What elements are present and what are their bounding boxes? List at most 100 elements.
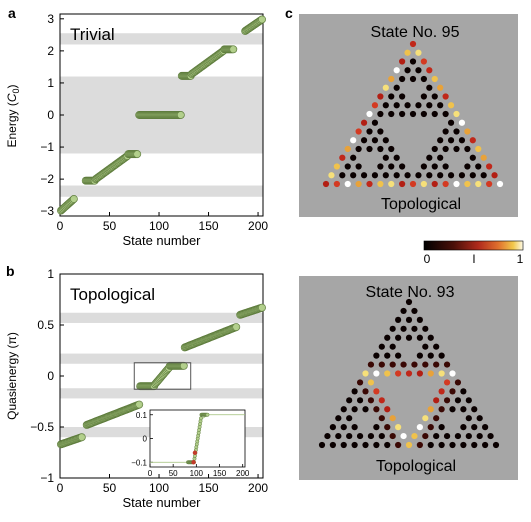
- lattice-site: [322, 180, 330, 188]
- lattice-site: [340, 424, 347, 431]
- lattice-site: [422, 361, 429, 368]
- lattice-site: [324, 432, 331, 440]
- colorbar-mid-label: l: [473, 252, 476, 266]
- y-tick-label: 0.5: [37, 318, 54, 332]
- inset-y-tick-label: 0: [143, 435, 148, 444]
- lattice-site: [431, 145, 438, 153]
- inset-chart: 0 50 100 150 200−0.100.1: [131, 409, 250, 478]
- lattice-site: [409, 58, 417, 65]
- lattice-site: [469, 154, 476, 161]
- lattice-site: [427, 334, 434, 341]
- lattice-top-label: Topological: [381, 196, 461, 213]
- lattice-site: [318, 441, 326, 449]
- lattice-site: [356, 397, 364, 404]
- lattice-site: [433, 361, 440, 368]
- inset-x-tick-label: 100: [190, 469, 204, 478]
- lattice-site: [420, 93, 427, 100]
- lattice-site: [367, 397, 375, 404]
- y-tick-label: 2: [47, 44, 54, 58]
- inset-highlight-point: [191, 460, 196, 465]
- y-tick-label: 0: [47, 108, 54, 122]
- colorbar-max-label: 1: [517, 252, 524, 266]
- lattice-site: [382, 154, 389, 161]
- lattice-site: [427, 441, 434, 449]
- lattice-site: [475, 163, 482, 170]
- lattice-site: [427, 352, 434, 359]
- lattice-site: [422, 343, 429, 350]
- lattice-site: [492, 441, 500, 449]
- lattice-site: [350, 154, 357, 161]
- lattice-site: [389, 325, 396, 332]
- lattice-site: [367, 361, 375, 368]
- lattice-site: [395, 316, 402, 323]
- y-tick-label: 0: [47, 369, 54, 383]
- lattice-site: [404, 67, 411, 74]
- lattice-site: [382, 84, 389, 91]
- lattice-site: [360, 119, 368, 126]
- lattice-site: [464, 163, 471, 170]
- lattice-site: [378, 397, 385, 404]
- lattice-site: [458, 172, 466, 179]
- lattice-site: [480, 172, 487, 179]
- x-tick-label: 50: [103, 481, 117, 495]
- panel-label-b: b: [6, 263, 15, 279]
- lattice-site: [426, 154, 433, 161]
- lattice-site: [416, 424, 423, 431]
- data-point: [229, 45, 238, 54]
- lattice-site: [395, 424, 402, 431]
- lattice-site: [460, 441, 467, 449]
- lattice-site: [333, 163, 340, 170]
- y-tick-label: 1: [47, 76, 54, 90]
- lattice-site: [339, 172, 346, 179]
- lattice-site: [395, 334, 402, 341]
- x-tick-label: 50: [103, 219, 117, 233]
- lattice-site: [377, 128, 384, 135]
- lattice-site: [399, 75, 406, 83]
- lattice-site: [350, 137, 357, 144]
- lattice-site: [378, 415, 385, 422]
- lattice-site: [373, 370, 380, 377]
- y-tick-label: −1: [40, 140, 54, 154]
- lattice-site: [335, 432, 342, 440]
- lattice-site: [443, 432, 451, 440]
- lattice-site: [405, 441, 413, 449]
- lattice-site: [400, 325, 407, 332]
- inset-data-point: [199, 416, 203, 421]
- lattice-site: [399, 180, 406, 188]
- lattice-site: [480, 154, 487, 161]
- lattice-site: [388, 180, 395, 188]
- gray-band: [60, 312, 263, 323]
- lattice-site: [443, 379, 451, 386]
- lattice-site: [447, 137, 455, 144]
- lattice-site: [339, 154, 346, 161]
- lattice-site: [443, 361, 451, 368]
- lattice-site: [431, 93, 438, 100]
- lattice-site: [400, 361, 407, 368]
- lattice-site: [465, 432, 472, 440]
- lattice-site: [351, 388, 358, 395]
- x-tick-label: 150: [199, 219, 219, 233]
- data-point: [69, 195, 78, 203]
- y-tick-label: −2: [40, 172, 54, 186]
- x-tick-label: 200: [248, 219, 268, 233]
- lattice-site: [373, 406, 380, 413]
- lattice-site: [388, 75, 395, 83]
- lattice-site: [420, 163, 427, 170]
- lattice-site: [416, 370, 423, 377]
- lattice-site: [373, 388, 380, 395]
- lattice-site: [377, 110, 384, 118]
- lattice-site: [400, 307, 407, 315]
- data-point: [258, 15, 266, 24]
- lattice-site: [395, 352, 402, 359]
- lattice-site: [377, 93, 384, 100]
- lattice-site: [393, 154, 400, 161]
- lattice-site: [371, 119, 379, 126]
- lattice-site: [382, 172, 389, 179]
- lattice-site: [431, 163, 438, 170]
- lattice-site: [393, 172, 400, 179]
- lattice-site: [382, 102, 389, 109]
- inset-y-tick-label: −0.1: [131, 458, 147, 467]
- inset-x-tick-label: 50: [169, 469, 178, 478]
- lattice-site: [405, 370, 413, 377]
